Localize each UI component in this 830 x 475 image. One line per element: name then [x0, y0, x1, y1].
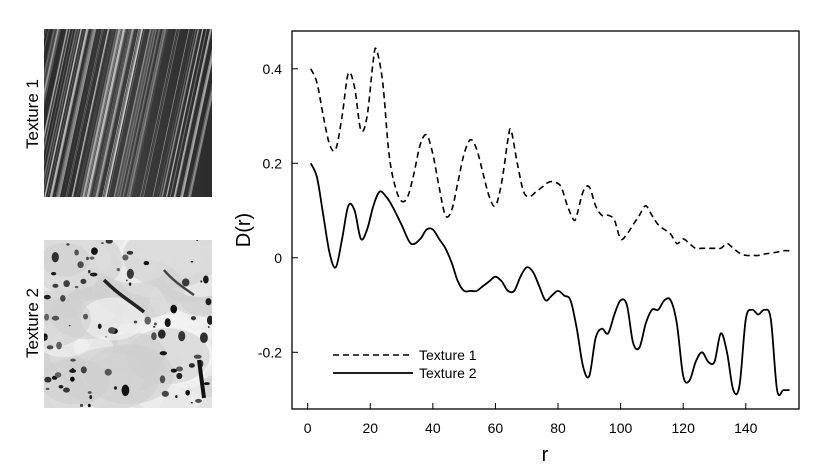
x-tick-label: 20 — [362, 420, 378, 436]
texture-2-blotches — [0, 218, 259, 421]
x-tick-label: 40 — [425, 420, 441, 436]
legend-texture-1-label: Texture 1 — [419, 347, 477, 363]
x-tick-label: 80 — [550, 420, 566, 436]
y-tick-label: -0.2 — [258, 344, 282, 360]
y-tick-label: 0.2 — [263, 155, 283, 171]
x-tick-label: 100 — [609, 420, 633, 436]
series-texture-2-line — [309, 162, 790, 397]
series-texture-1-line — [310, 47, 790, 257]
plot-frame — [291, 30, 800, 410]
texture-2-image — [0, 218, 259, 421]
x-tick-label: 0 — [304, 420, 312, 436]
y-tick-label: 0.4 — [263, 61, 283, 77]
texture-1-image — [0, 24, 229, 202]
y-tick-label: 0 — [274, 250, 282, 266]
x-tick-label: 120 — [672, 420, 696, 436]
legend: Texture 1 Texture 2 — [333, 347, 477, 381]
texture-1-streaks — [0, 24, 229, 202]
x-axis-label: r — [542, 444, 549, 466]
y-axis-label: D(r) — [233, 213, 255, 247]
x-tick-label: 60 — [488, 420, 504, 436]
x-tick-label: 140 — [734, 420, 758, 436]
legend-texture-2-label: Texture 2 — [419, 365, 477, 381]
